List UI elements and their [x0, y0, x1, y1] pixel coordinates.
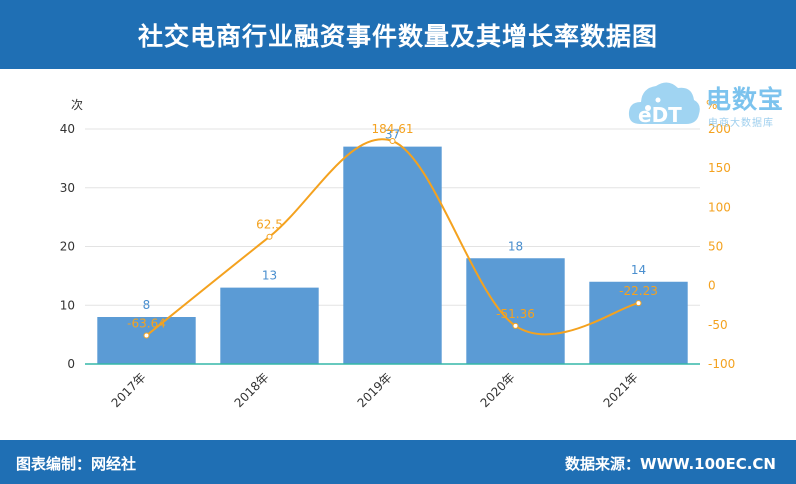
chart-title: 社交电商行业融资事件数量及其增长率数据图 [137, 21, 658, 51]
logo-brand-text: 电数宝 [706, 85, 785, 114]
bar [220, 287, 319, 364]
growth-point [512, 322, 519, 329]
y2-tick-label: 200 [708, 122, 731, 136]
cloud-logo-icon: eDT [628, 82, 700, 127]
footer-bar: 图表编制：网经社 数据来源：WWW.100EC.CN [0, 440, 796, 484]
y-tick-label: 0 [67, 357, 75, 371]
y-tick-label: 20 [60, 240, 75, 254]
y-tick-label: 10 [60, 298, 75, 312]
line-value-label: -22.23 [619, 284, 658, 298]
y-tick-label: 30 [60, 181, 75, 195]
y2-tick-label: 150 [708, 161, 731, 175]
growth-point [266, 233, 273, 240]
bar [97, 317, 196, 364]
logo-subtitle: 电商大数据库 [708, 118, 774, 129]
bar [343, 146, 442, 364]
growth-point [635, 300, 642, 307]
svg-text:eDT: eDT [638, 103, 682, 127]
y2-tick-label: -100 [708, 357, 735, 371]
y-axis-label: 次 [71, 98, 83, 112]
x-tick-label: 2019年 [355, 370, 395, 410]
bar-value-label: 18 [508, 239, 523, 253]
bar-value-label: 14 [631, 263, 646, 277]
y2-axis-label: % [706, 98, 717, 112]
bar-value-label: 8 [143, 298, 151, 312]
y2-tick-label: 100 [708, 200, 731, 214]
x-tick-label: 2020年 [478, 370, 518, 410]
growth-point [143, 332, 150, 339]
bar [589, 281, 688, 364]
x-tick-label: 2018年 [232, 370, 272, 410]
line-value-label: 62.5 [256, 218, 283, 232]
y2-tick-label: -50 [708, 318, 728, 332]
header-bar: 社交电商行业融资事件数量及其增长率数据图 [0, 0, 796, 69]
brand-logo: eDT 电数宝 电商大数据库 [626, 74, 796, 134]
bar [466, 258, 565, 364]
growth-point [389, 138, 396, 145]
x-tick-label: 2017年 [109, 370, 149, 410]
x-tick-label: 2021年 [601, 370, 641, 410]
footer-source: 数据来源：WWW.100EC.CN [565, 455, 776, 473]
line-value-label: 184.61 [372, 122, 414, 136]
chart-svg: 0 10 20 30 40 -100 -50 0 50 100 150 200 次 % 8 13 37 18 14 2… [60, 98, 736, 410]
y-tick-label: 40 [60, 122, 75, 136]
line-value-label: -63.64 [127, 317, 166, 331]
y2-tick-label: 50 [708, 240, 723, 254]
y2-tick-label: 0 [708, 279, 716, 293]
footer-credit: 图表编制：网经社 [16, 455, 137, 473]
bar-value-label: 13 [262, 269, 277, 283]
line-value-label: -51.36 [496, 307, 535, 321]
bar-value-label: 37 [385, 128, 400, 142]
